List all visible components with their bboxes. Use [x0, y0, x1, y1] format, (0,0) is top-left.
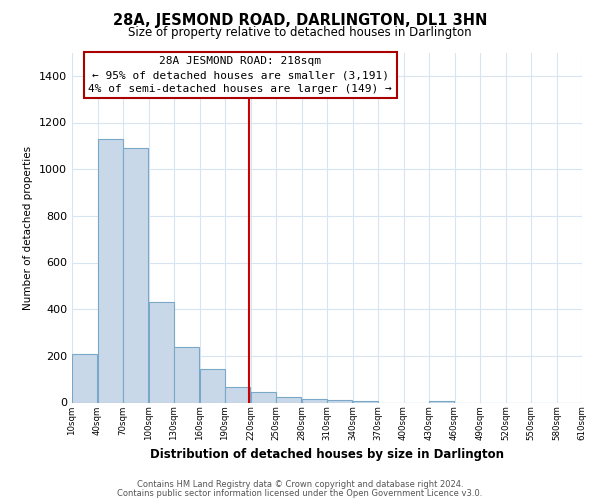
- Text: 28A JESMOND ROAD: 218sqm
← 95% of detached houses are smaller (3,191)
4% of semi: 28A JESMOND ROAD: 218sqm ← 95% of detach…: [88, 56, 392, 94]
- Bar: [174, 346, 199, 403]
- X-axis label: Distribution of detached houses by size in Darlington: Distribution of detached houses by size …: [150, 448, 504, 462]
- Bar: [225, 388, 250, 402]
- Bar: [276, 396, 301, 402]
- Bar: [123, 148, 148, 403]
- Bar: [98, 139, 123, 402]
- Text: Contains public sector information licensed under the Open Government Licence v3: Contains public sector information licen…: [118, 488, 482, 498]
- Text: Size of property relative to detached houses in Darlington: Size of property relative to detached ho…: [128, 26, 472, 39]
- Text: 28A, JESMOND ROAD, DARLINGTON, DL1 3HN: 28A, JESMOND ROAD, DARLINGTON, DL1 3HN: [113, 12, 487, 28]
- Bar: [149, 302, 174, 402]
- Bar: [200, 368, 225, 402]
- Text: Contains HM Land Registry data © Crown copyright and database right 2024.: Contains HM Land Registry data © Crown c…: [137, 480, 463, 489]
- Bar: [302, 399, 327, 402]
- Bar: [72, 354, 97, 403]
- Y-axis label: Number of detached properties: Number of detached properties: [23, 146, 34, 310]
- Bar: [251, 392, 276, 402]
- Bar: [327, 400, 352, 402]
